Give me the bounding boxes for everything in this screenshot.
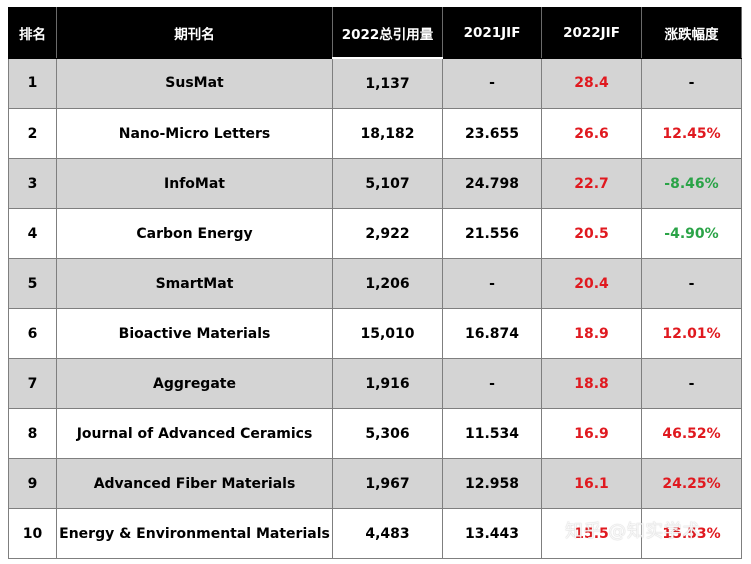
- change-cell: 46.52%: [641, 408, 742, 459]
- jif-2022-cell: 22.7: [541, 158, 642, 209]
- journal-name-cell: Energy & Environmental Materials: [56, 508, 333, 559]
- jif-2021-cell: -: [442, 258, 542, 309]
- citations-cell: 18,182: [332, 108, 443, 159]
- journal-name-cell: Nano-Micro Letters: [56, 108, 333, 159]
- jif-2022-cell: 15.5: [541, 508, 642, 559]
- rank-cell: 1: [8, 57, 57, 109]
- rank-cell: 4: [8, 208, 57, 259]
- jif-2022-cell: 16.9: [541, 408, 642, 459]
- journal-name-cell: Aggregate: [56, 358, 333, 409]
- jif-2022-cell: 16.1: [541, 458, 642, 509]
- change-cell: 15.53%: [641, 508, 742, 559]
- header-jif-2022: 2022JIF: [541, 7, 642, 59]
- jif-2021-cell: 12.958: [442, 458, 542, 509]
- table-row: 5 SmartMat 1,206-20.4-: [8, 258, 742, 309]
- header-total-citations: 2022总引用量: [332, 7, 443, 59]
- jif-2022-cell: 28.4: [541, 57, 642, 109]
- change-cell: -8.46%: [641, 158, 742, 209]
- citations-cell: 4,483: [332, 508, 443, 559]
- rank-cell: 2: [8, 108, 57, 159]
- journal-name-cell: SmartMat: [56, 258, 333, 309]
- table-row: 9 Advanced Fiber Materials 1,967 12.958 16.1…: [8, 458, 742, 509]
- change-cell: -4.90%: [641, 208, 742, 259]
- jif-2021-cell: 13.443: [442, 508, 542, 559]
- citations-cell: 1,967: [332, 458, 443, 509]
- jif-2022-cell: 20.4: [541, 258, 642, 309]
- journal-name-cell: Carbon Energy: [56, 208, 333, 259]
- citations-cell: 5,107: [332, 158, 443, 209]
- change-cell: -: [641, 258, 742, 309]
- rank-cell: 3: [8, 158, 57, 209]
- header-change: 涨跌幅度: [641, 7, 742, 59]
- change-cell: -: [641, 57, 742, 109]
- jif-2022-cell: 26.6: [541, 108, 642, 159]
- jif-2021-cell: 11.534: [442, 408, 542, 459]
- table-row: 6 Bioactive Materials 15,010 16.874 18.9 12.0…: [8, 308, 742, 359]
- jif-2022-cell: 18.9: [541, 308, 642, 359]
- jif-2021-cell: 21.556: [442, 208, 542, 259]
- journal-name-cell: Bioactive Materials: [56, 308, 333, 359]
- rank-cell: 6: [8, 308, 57, 359]
- jif-2021-cell: -: [442, 57, 542, 109]
- table-row: 10 Energy & Environmental Materials 4,483 1…: [8, 508, 742, 559]
- journal-name-cell: InfoMat: [56, 158, 333, 209]
- citations-cell: 1,206: [332, 258, 443, 309]
- table-row: 7 Aggregate 1,916-18.8-: [8, 358, 742, 409]
- change-cell: 12.01%: [641, 308, 742, 359]
- journal-name-cell: SusMat: [56, 57, 333, 109]
- citations-cell: 5,306: [332, 408, 443, 459]
- citations-cell: 2,922: [332, 208, 443, 259]
- jif-2022-cell: 18.8: [541, 358, 642, 409]
- change-cell: 24.25%: [641, 458, 742, 509]
- rank-cell: 7: [8, 358, 57, 409]
- citations-cell: 1,137: [332, 57, 443, 109]
- rank-cell: 10: [8, 508, 57, 559]
- journal-ranking-table: 排名 期刊名 2022总引用量 2021JIF 2022JIF 涨跌幅度 1 Su…: [8, 7, 742, 559]
- header-jif-2021: 2021JIF: [442, 7, 542, 59]
- jif-2021-cell: -: [442, 358, 542, 409]
- rank-cell: 5: [8, 258, 57, 309]
- rank-cell: 8: [8, 408, 57, 459]
- jif-2021-cell: 16.874: [442, 308, 542, 359]
- table-row: 2 Nano-Micro Letters 18,182 23.655 26.6 12.45…: [8, 108, 742, 159]
- header-row: 排名 期刊名 2022总引用量 2021JIF 2022JIF 涨跌幅度: [8, 7, 742, 59]
- change-cell: 12.45%: [641, 108, 742, 159]
- journal-name-cell: Journal of Advanced Ceramics: [56, 408, 333, 459]
- header-rank: 排名: [8, 7, 57, 59]
- table-header: 排名 期刊名 2022总引用量 2021JIF 2022JIF 涨跌幅度: [8, 7, 742, 59]
- header-journal-name: 期刊名: [56, 7, 333, 59]
- table-row: 4 Carbon Energy 2,922 21.556 20.5 -4.90%: [8, 208, 742, 259]
- table-body: 1 SusMat 1,137-28.4-2 Nano-Micro Letters 18,…: [8, 57, 742, 559]
- jif-2022-cell: 20.5: [541, 208, 642, 259]
- jif-2021-cell: 24.798: [442, 158, 542, 209]
- table-row: 3 InfoMat 5,107 24.798 22.7 -8.46%: [8, 158, 742, 209]
- jif-2021-cell: 23.655: [442, 108, 542, 159]
- citations-cell: 15,010: [332, 308, 443, 359]
- rank-cell: 9: [8, 458, 57, 509]
- change-cell: -: [641, 358, 742, 409]
- table-row: 8 Journal of Advanced Ceramics 5,306 11.534…: [8, 408, 742, 459]
- journal-name-cell: Advanced Fiber Materials: [56, 458, 333, 509]
- table-row: 1 SusMat 1,137-28.4-: [8, 57, 742, 109]
- citations-cell: 1,916: [332, 358, 443, 409]
